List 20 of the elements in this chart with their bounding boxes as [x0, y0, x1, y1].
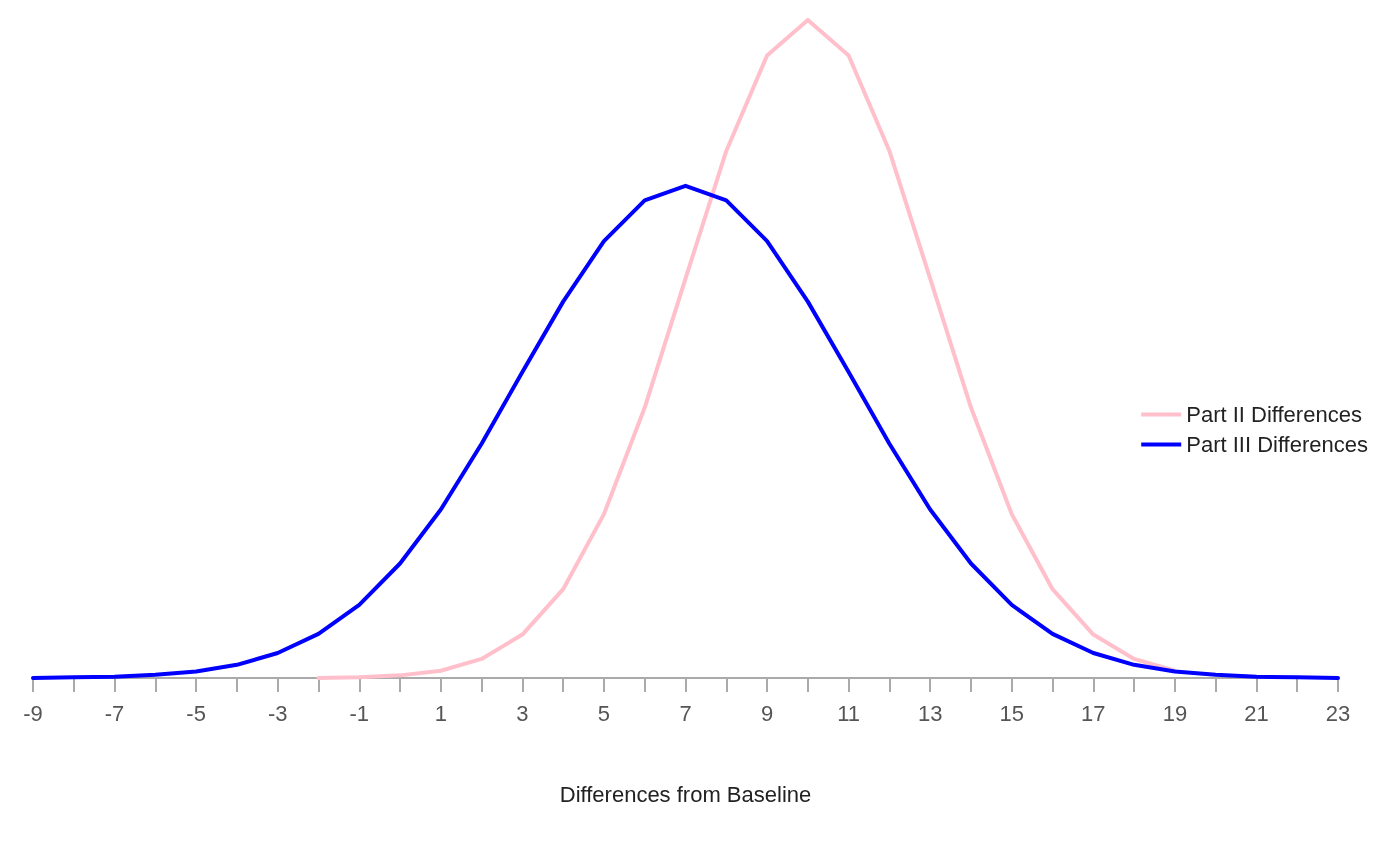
x-tick-label: -9 [23, 700, 43, 726]
x-tick-label: 17 [1081, 700, 1106, 726]
x-tick-label: -7 [104, 700, 125, 726]
x-tick-label: 23 [1325, 700, 1351, 726]
x-tick-label: -5 [186, 700, 206, 726]
legend-label: Part III Differences [1186, 432, 1368, 457]
legend-label: Part II Differences [1186, 402, 1362, 427]
x-tick-label: 21 [1244, 700, 1269, 726]
x-tick-label: 5 [597, 700, 611, 726]
x-tick-label: 15 [999, 700, 1024, 726]
x-tick-label: 9 [760, 700, 774, 726]
x-axis-title: Differences from Baseline [559, 781, 812, 807]
x-tick-label: 7 [679, 700, 692, 726]
x-tick-label: 13 [917, 700, 943, 726]
x-tick-label: 1 [434, 700, 447, 726]
x-tick-label: -1 [349, 700, 370, 726]
x-tick-label: 3 [516, 700, 529, 726]
x-tick-label: -3 [267, 700, 288, 726]
x-tick-label: 19 [1162, 700, 1188, 726]
x-tick-label: 11 [837, 700, 861, 726]
